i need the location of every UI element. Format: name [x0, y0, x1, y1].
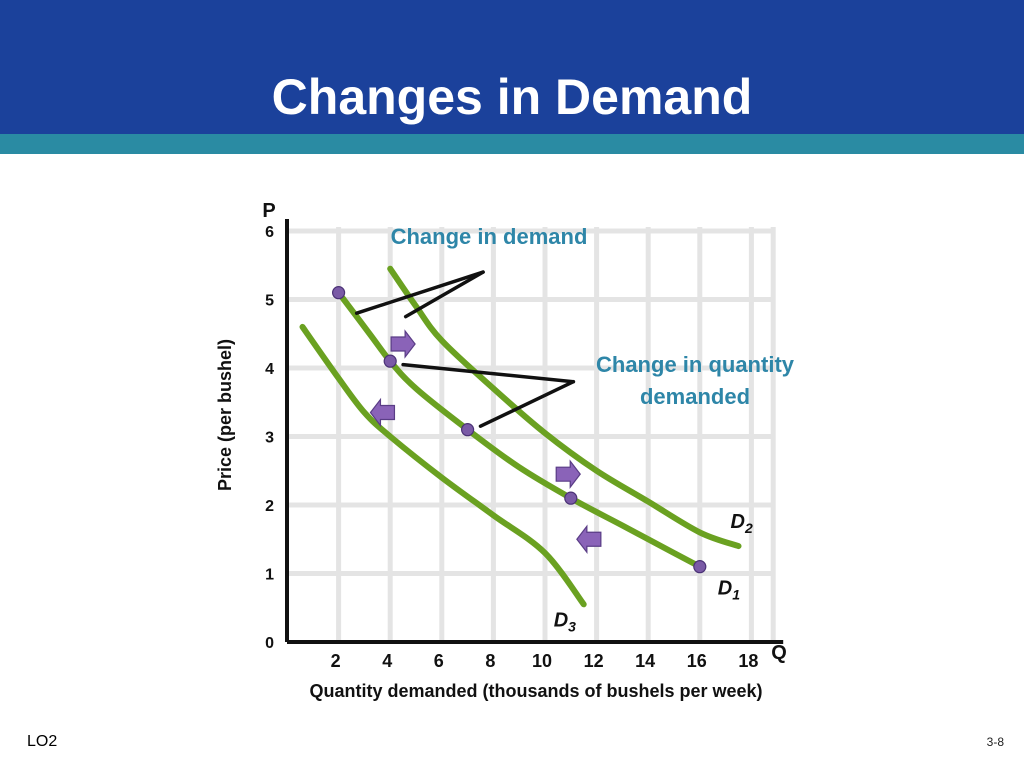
x-tick-label: 14	[635, 651, 655, 671]
demand-point	[564, 491, 578, 505]
y-tick-label: 2	[265, 498, 274, 515]
shift-arrow-right-icon	[555, 459, 581, 489]
y-tick-label: 0	[265, 635, 274, 652]
x-tick-label: 6	[434, 651, 444, 671]
x-axis-title: Quantity demanded (thousands of bushels …	[309, 681, 762, 701]
annotation-pointer-line	[354, 270, 485, 315]
axes	[285, 219, 784, 644]
y-axis-title: Price (per bushel)	[215, 339, 235, 491]
shift-arrow-left-icon	[576, 524, 602, 555]
x-tick-label: 4	[382, 651, 392, 671]
x-tick-label: 16	[687, 651, 707, 671]
demand-point	[693, 560, 707, 574]
curve-label-d2: D2	[731, 511, 753, 536]
y-tick-label: 4	[265, 361, 274, 378]
annotation-pointer-line	[478, 379, 576, 428]
slide-title: Changes in Demand	[271, 69, 753, 125]
annotation-change-in-qd: Change in quantity	[596, 352, 795, 377]
y-axis-letter: P	[262, 200, 275, 222]
demand-curve-d3	[299, 323, 587, 608]
y-tick-label: 6	[265, 224, 274, 241]
shift-arrow-left-icon	[369, 397, 396, 428]
x-tick-label: 18	[738, 651, 758, 671]
demand-point	[383, 354, 397, 368]
x-tick-label: 2	[331, 651, 341, 671]
annotation-pointers	[354, 270, 576, 428]
x-axis-letter: Q	[771, 642, 787, 664]
curve-label-d1: D1	[718, 578, 740, 603]
header-bar	[0, 0, 1024, 134]
curve-points	[332, 286, 707, 574]
annotation-pointer-line	[401, 362, 576, 384]
header-stripe	[0, 134, 1024, 154]
x-tick-label: 10	[532, 651, 552, 671]
demand-point	[461, 423, 475, 437]
demand-point	[332, 286, 346, 300]
annotation-pointer-line	[403, 270, 485, 319]
slide-number: 3-8	[986, 735, 1004, 749]
curve-label-d3: D3	[554, 609, 576, 634]
y-tick-label: 3	[265, 430, 274, 447]
demand-curves	[299, 265, 742, 608]
x-tick-label: 12	[584, 651, 604, 671]
shift-arrow-right-icon	[390, 329, 416, 359]
y-tick-label: 5	[265, 293, 274, 310]
annotation-change-in-qd: demanded	[640, 384, 750, 409]
annotation-change-in-demand: Change in demand	[391, 224, 588, 249]
y-tick-label: 1	[265, 567, 274, 584]
grid	[287, 227, 776, 642]
shift-arrows	[369, 329, 602, 555]
demand-curve-d1	[335, 289, 703, 570]
learning-objective-label: LO2	[27, 733, 58, 750]
x-tick-label: 8	[485, 651, 495, 671]
demand-curve-d2	[387, 265, 742, 550]
